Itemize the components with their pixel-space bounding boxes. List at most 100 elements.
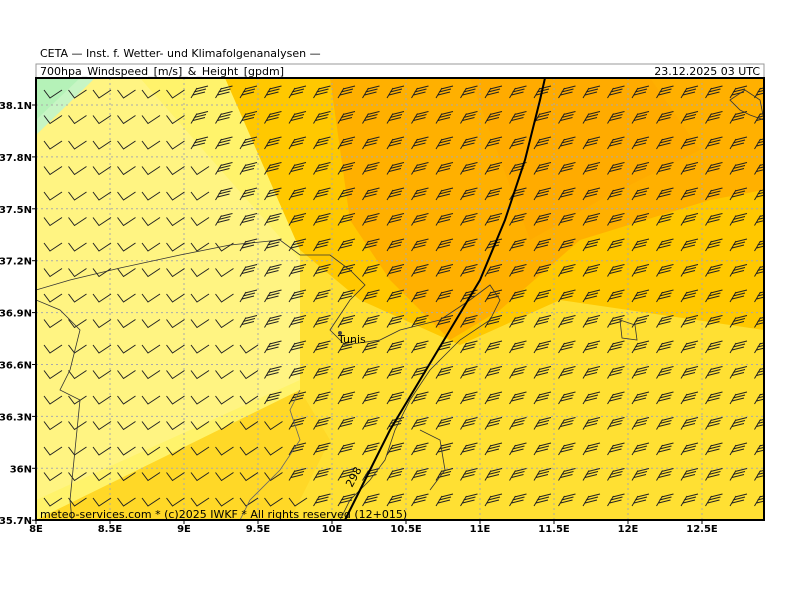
y-tick-label: 35.7N (0, 516, 32, 527)
wind-barb (729, 111, 748, 124)
wind-barb (190, 166, 210, 176)
wind-barb (264, 472, 283, 482)
wind-barb (117, 166, 136, 176)
wind-barb (92, 166, 112, 176)
wind-barb (215, 293, 234, 303)
wind-barb (337, 136, 356, 150)
wind-barb (386, 136, 405, 150)
wind-barb (435, 136, 454, 150)
wind-barb (484, 111, 503, 124)
wind-barb (533, 315, 552, 328)
wind-barb (239, 162, 258, 175)
wind-barb (362, 85, 380, 99)
wind-barb (533, 264, 552, 277)
wind-barb (705, 162, 723, 175)
wind-barb (313, 111, 331, 124)
wind-barb (239, 421, 259, 431)
wind-barb (582, 366, 601, 379)
wind-barb (386, 187, 405, 201)
wind-barb (460, 238, 478, 252)
wind-barb (43, 497, 63, 507)
wind-barb (362, 238, 380, 252)
wind-barb (460, 366, 478, 379)
wind-barb (43, 421, 63, 431)
wind-barb (729, 366, 748, 379)
wind-barb (386, 493, 405, 507)
wind-barb (582, 162, 601, 175)
wind-barb (460, 468, 478, 481)
wind-barb (656, 417, 674, 430)
wind-barb (141, 89, 161, 99)
wind-barb (362, 162, 380, 175)
wind-barb (729, 85, 748, 99)
wind-barb (215, 344, 234, 354)
wind-barb (337, 264, 356, 277)
wind-barb (68, 191, 87, 201)
wind-barb (386, 162, 405, 175)
wind-barb (215, 395, 234, 405)
wind-barb (411, 340, 429, 354)
wind-barb (43, 115, 63, 125)
wind-barb (411, 136, 429, 150)
wind-barb (680, 391, 699, 405)
wind-barb (607, 187, 625, 201)
wind-barb (607, 442, 625, 456)
wind-barb (729, 136, 748, 150)
wind-barb (337, 417, 356, 430)
wind-barb (533, 289, 552, 303)
wind-barb (166, 344, 185, 354)
wind-barb (680, 366, 699, 379)
wind-barb (484, 213, 503, 226)
x-tick-label: 9.5E (246, 524, 271, 535)
wind-barb (729, 289, 748, 303)
wind-barb (484, 315, 503, 328)
wind-barb (386, 213, 405, 226)
wind-barb (313, 417, 331, 430)
wind-barb (460, 111, 478, 124)
wind-barb (754, 163, 764, 175)
wind-barb (215, 268, 234, 278)
wind-barb (362, 366, 380, 379)
wind-barb (92, 370, 112, 380)
y-tick-label: 36.3N (0, 412, 32, 423)
wind-barb (264, 85, 282, 99)
wind-barb (484, 391, 503, 405)
wind-barb (705, 238, 723, 252)
wind-barb (166, 191, 185, 201)
wind-barb (754, 342, 764, 354)
wind-barb (411, 417, 429, 430)
wind-barb (631, 366, 650, 379)
wind-barb (680, 340, 699, 354)
wind-barb (460, 187, 478, 201)
wind-barb (386, 417, 405, 430)
footer-credit: meteo-services.com * (c)2025 IWKF * All … (40, 508, 407, 521)
wind-barb (729, 417, 748, 430)
wind-barb (460, 391, 478, 405)
wind-barb (435, 162, 454, 175)
wind-barb (92, 319, 112, 329)
wind-barb (411, 442, 429, 456)
wind-barb (190, 268, 210, 278)
wind-barb (411, 289, 429, 303)
wind-barb (362, 264, 380, 277)
wind-barb (239, 213, 258, 226)
wind-barb (166, 446, 185, 456)
wind-barb (435, 187, 454, 201)
wind-barb (43, 293, 63, 303)
wind-barb (509, 162, 527, 175)
wind-barb (460, 213, 478, 226)
wind-barb (190, 85, 209, 99)
wind-barb (190, 293, 210, 303)
wind-barb (558, 238, 576, 252)
x-tick-label: 11E (470, 524, 491, 535)
wind-barb (680, 493, 699, 507)
wind-barb (607, 417, 625, 430)
wind-barb (460, 85, 478, 99)
wind-barb (582, 213, 601, 226)
wind-barb (313, 315, 331, 328)
wind-barb (141, 191, 161, 201)
wind-barb (264, 315, 282, 328)
x-tick-label: 10E (322, 524, 343, 535)
wind-barb (509, 111, 527, 124)
wind-barb (117, 319, 136, 329)
